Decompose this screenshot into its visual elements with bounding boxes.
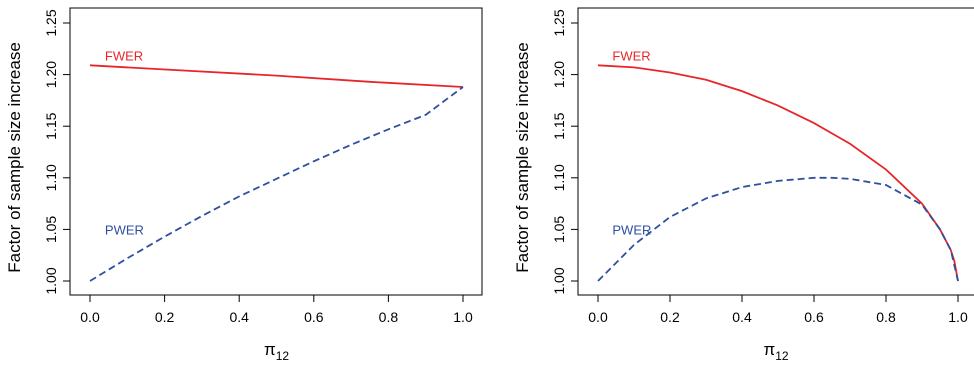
x-axis-label: π12	[764, 340, 789, 363]
y-tick-label: 1.00	[43, 267, 59, 294]
x-tick-label: 0.4	[229, 309, 249, 325]
x-tick-label: 0.6	[304, 309, 324, 325]
panel-right: 0.0 0.2 0.4 0.6 0.8 1.0 1.00 1.05 1.10 1.15 1.20 1.…	[513, 7, 974, 363]
series-line-fwer	[597, 64, 959, 282]
x-tick-label: 1.0	[453, 309, 473, 325]
y-tick-label: 1.25	[551, 9, 567, 36]
panel-left: 0.0 0.2 0.4 0.6 0.8 1.0 1.00 1.05 1.10 1.15 1.20 1.…	[5, 7, 483, 363]
y-tick-label: 1.15	[43, 112, 59, 139]
y-tick-label: 1.20	[551, 61, 567, 88]
x-tick-label: 0.2	[660, 309, 680, 325]
x-tick-label: 0.8	[379, 309, 399, 325]
y-tick-label: 1.25	[43, 9, 59, 36]
y-tick-label: 1.15	[551, 112, 567, 139]
y-axis-label: Factor of sample size increase	[5, 42, 24, 273]
series-line-pwer	[597, 176, 959, 282]
series-line-pwer	[89, 86, 464, 282]
y-tick-label: 1.05	[43, 216, 59, 243]
x-tick-label: 0.4	[732, 309, 752, 325]
y-tick-label: 1.20	[43, 61, 59, 88]
series-label-fwer: FWER	[612, 49, 650, 64]
x-tick-label: 0.0	[80, 309, 100, 325]
series-label-pwer: PWER	[612, 223, 651, 238]
x-axis-label-symbol: π	[264, 340, 276, 359]
series-line-fwer	[89, 64, 464, 88]
x-axis-label-symbol: π	[764, 340, 776, 359]
x-tick-label: 0.0	[588, 309, 608, 325]
plot-frame	[69, 7, 483, 296]
y-tick-label: 1.05	[551, 216, 567, 243]
x-tick-label: 0.8	[876, 309, 896, 325]
series-label-fwer: FWER	[105, 49, 143, 64]
x-axis-label-subscript: 12	[276, 349, 290, 363]
series-label-pwer: PWER	[105, 223, 144, 238]
y-axis-label: Factor of sample size increase	[513, 42, 532, 273]
plot-frame	[577, 7, 974, 296]
x-tick-label: 1.0	[948, 309, 968, 325]
y-tick-label: 1.10	[43, 164, 59, 191]
x-tick-label: 0.6	[804, 309, 824, 325]
x-tick-label: 0.2	[155, 309, 175, 325]
y-tick-label: 1.00	[551, 267, 567, 294]
x-axis-label: π12	[264, 340, 289, 363]
y-tick-label: 1.10	[551, 164, 567, 191]
x-axis-label-subscript: 12	[775, 349, 789, 363]
